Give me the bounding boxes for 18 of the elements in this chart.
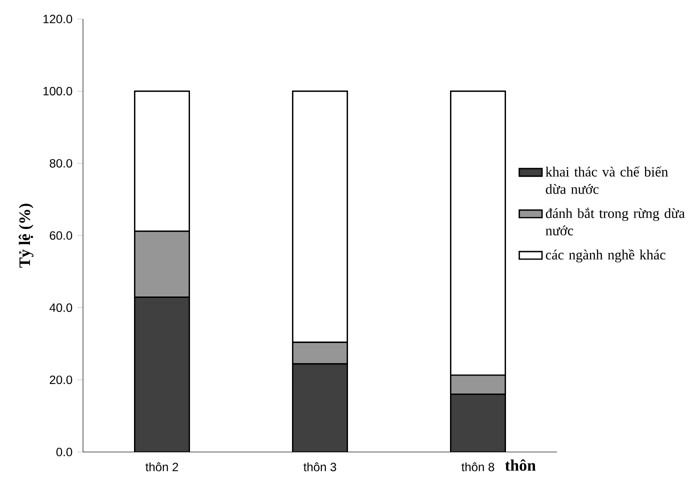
- y-tick-label: 100.0: [43, 86, 72, 96]
- y-axis-title: Tỷ lệ (%): [18, 204, 34, 268]
- x-tick-label: thôn 2: [146, 462, 178, 472]
- y-tick-label: 80.0: [50, 159, 72, 168]
- y-tick-label: 20.0: [50, 376, 72, 384]
- y-tick-label: 40.0: [50, 303, 72, 312]
- y-tick-label: 0.0: [56, 448, 72, 456]
- x-axis-title: thôn: [505, 459, 536, 471]
- bar: [450, 394, 506, 452]
- y-tick-label: 60.0: [50, 231, 72, 240]
- legend-label: các ngành nghề khác: [546, 249, 666, 262]
- x-tick-label: thôn 3: [304, 462, 336, 472]
- bar: [292, 363, 348, 452]
- legend-label: đánh bắt trong rừng dừa nước: [546, 208, 685, 236]
- x-tick-label: thôn 8: [462, 462, 494, 472]
- bar: [134, 296, 190, 452]
- legend-label: khai thác và chế biến dừa nước: [546, 166, 668, 194]
- y-tick-label: 120.0: [43, 14, 72, 24]
